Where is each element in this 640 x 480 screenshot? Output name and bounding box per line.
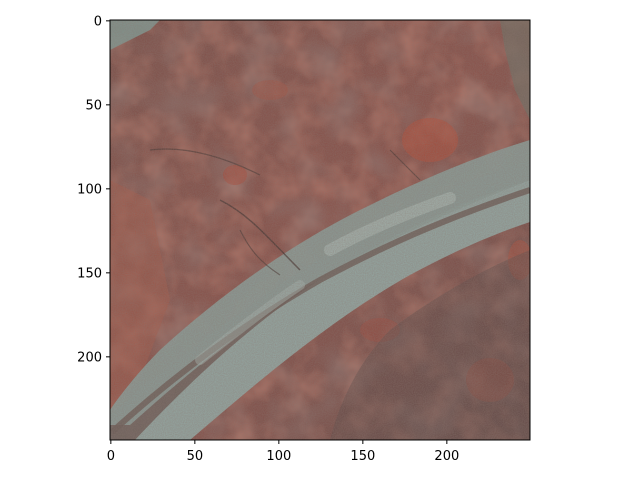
x-tick-label: 100 <box>266 449 291 464</box>
axes-frame <box>109 19 531 441</box>
x-tick-label: 150 <box>350 449 375 464</box>
y-tick-label: 0 <box>94 14 102 29</box>
x-tick-label: 0 <box>107 449 115 464</box>
y-tick-label: 50 <box>85 98 102 113</box>
x-axis-ticks: 0 50 100 150 200 <box>107 440 459 464</box>
y-tick-label: 100 <box>77 182 102 197</box>
y-tick-label: 200 <box>77 350 102 365</box>
aerial-image <box>110 20 530 440</box>
y-tick-label: 150 <box>77 266 102 281</box>
x-tick-label: 200 <box>434 449 459 464</box>
y-axis-ticks: 0 50 100 150 200 <box>77 14 110 365</box>
x-tick-label: 50 <box>187 449 204 464</box>
